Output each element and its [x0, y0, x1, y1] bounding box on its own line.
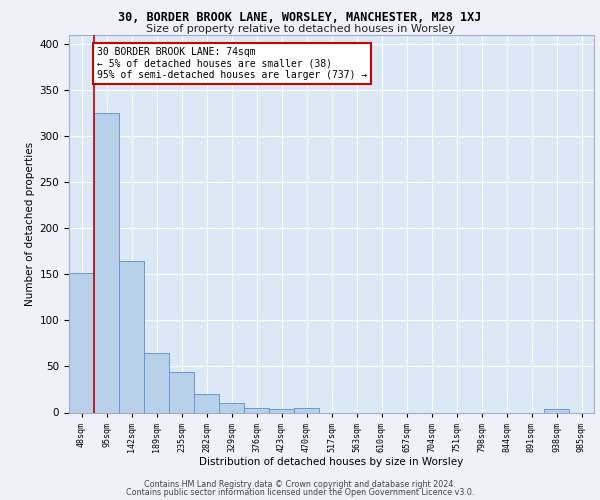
Bar [269, 409, 294, 412]
Text: 30 BORDER BROOK LANE: 74sqm
← 5% of detached houses are smaller (38)
95% of semi: 30 BORDER BROOK LANE: 74sqm ← 5% of deta… [97, 47, 367, 80]
Bar [544, 409, 569, 412]
Bar [219, 404, 244, 412]
Bar [294, 408, 319, 412]
Text: Contains public sector information licensed under the Open Government Licence v3: Contains public sector information licen… [126, 488, 474, 497]
Text: Contains HM Land Registry data © Crown copyright and database right 2024.: Contains HM Land Registry data © Crown c… [144, 480, 456, 489]
Y-axis label: Number of detached properties: Number of detached properties [25, 142, 35, 306]
Bar [144, 352, 169, 412]
Text: 30, BORDER BROOK LANE, WORSLEY, MANCHESTER, M28 1XJ: 30, BORDER BROOK LANE, WORSLEY, MANCHEST… [118, 11, 482, 24]
Bar [244, 408, 269, 412]
Text: Size of property relative to detached houses in Worsley: Size of property relative to detached ho… [146, 24, 455, 34]
Bar [69, 272, 94, 412]
Bar [94, 114, 119, 412]
X-axis label: Distribution of detached houses by size in Worsley: Distribution of detached houses by size … [199, 457, 464, 467]
Bar [119, 260, 144, 412]
Bar [169, 372, 194, 412]
Bar [194, 394, 219, 412]
